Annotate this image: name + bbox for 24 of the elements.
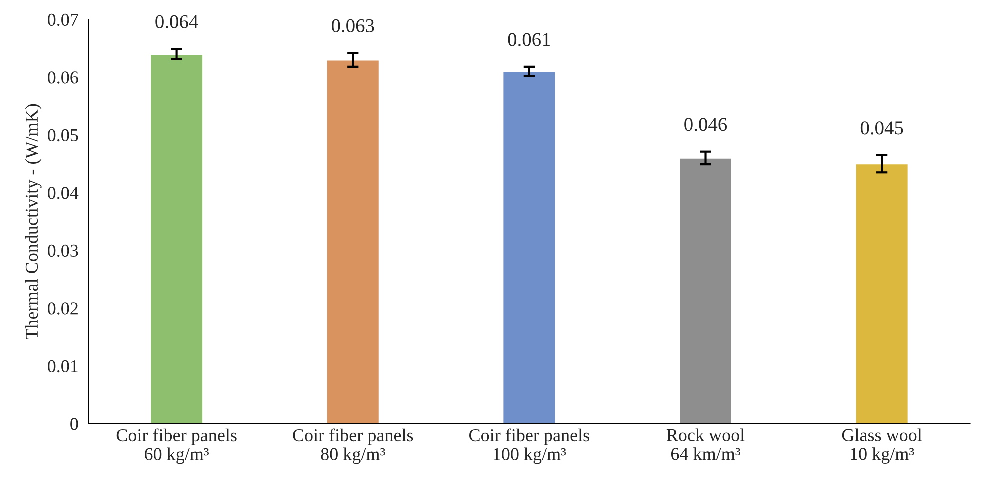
- y-tick-label: 0.02: [48, 302, 78, 315]
- y-tick-label: 0: [70, 418, 78, 430]
- bar: [678, 158, 733, 424]
- y-tick-label: 0.07: [48, 14, 78, 26]
- data-label: 0.061: [508, 33, 550, 46]
- y-tick-label: 0.05: [48, 129, 78, 142]
- bar: [854, 163, 910, 424]
- bar: [326, 59, 380, 424]
- x-tick-label: Glass wool 10 kg/m³: [842, 428, 922, 464]
- data-label: 0.063: [332, 19, 374, 33]
- x-tick-label: Coir fiber panels 60 kg/m³: [116, 428, 237, 464]
- x-tick-label: Coir fiber panels 100 kg/m³: [470, 428, 590, 464]
- x-tick-label: Rock wool 64 km/m³: [666, 428, 745, 460]
- bar: [502, 70, 557, 424]
- bar: [150, 54, 204, 424]
- y-tick-label: 0.01: [48, 360, 78, 373]
- y-tick-label: 0.04: [48, 187, 79, 200]
- y-axis-title: Thermal Conductivity - (W/mK): [25, 104, 42, 340]
- x-tick-label: Coir fiber panels 80 kg/m³: [293, 428, 414, 464]
- y-tick-label: 0.03: [48, 244, 78, 258]
- data-label: 0.046: [684, 118, 728, 132]
- data-label: 0.045: [860, 122, 904, 135]
- y-tick-label: 0.06: [48, 72, 78, 84]
- data-label: 0.064: [156, 15, 198, 29]
